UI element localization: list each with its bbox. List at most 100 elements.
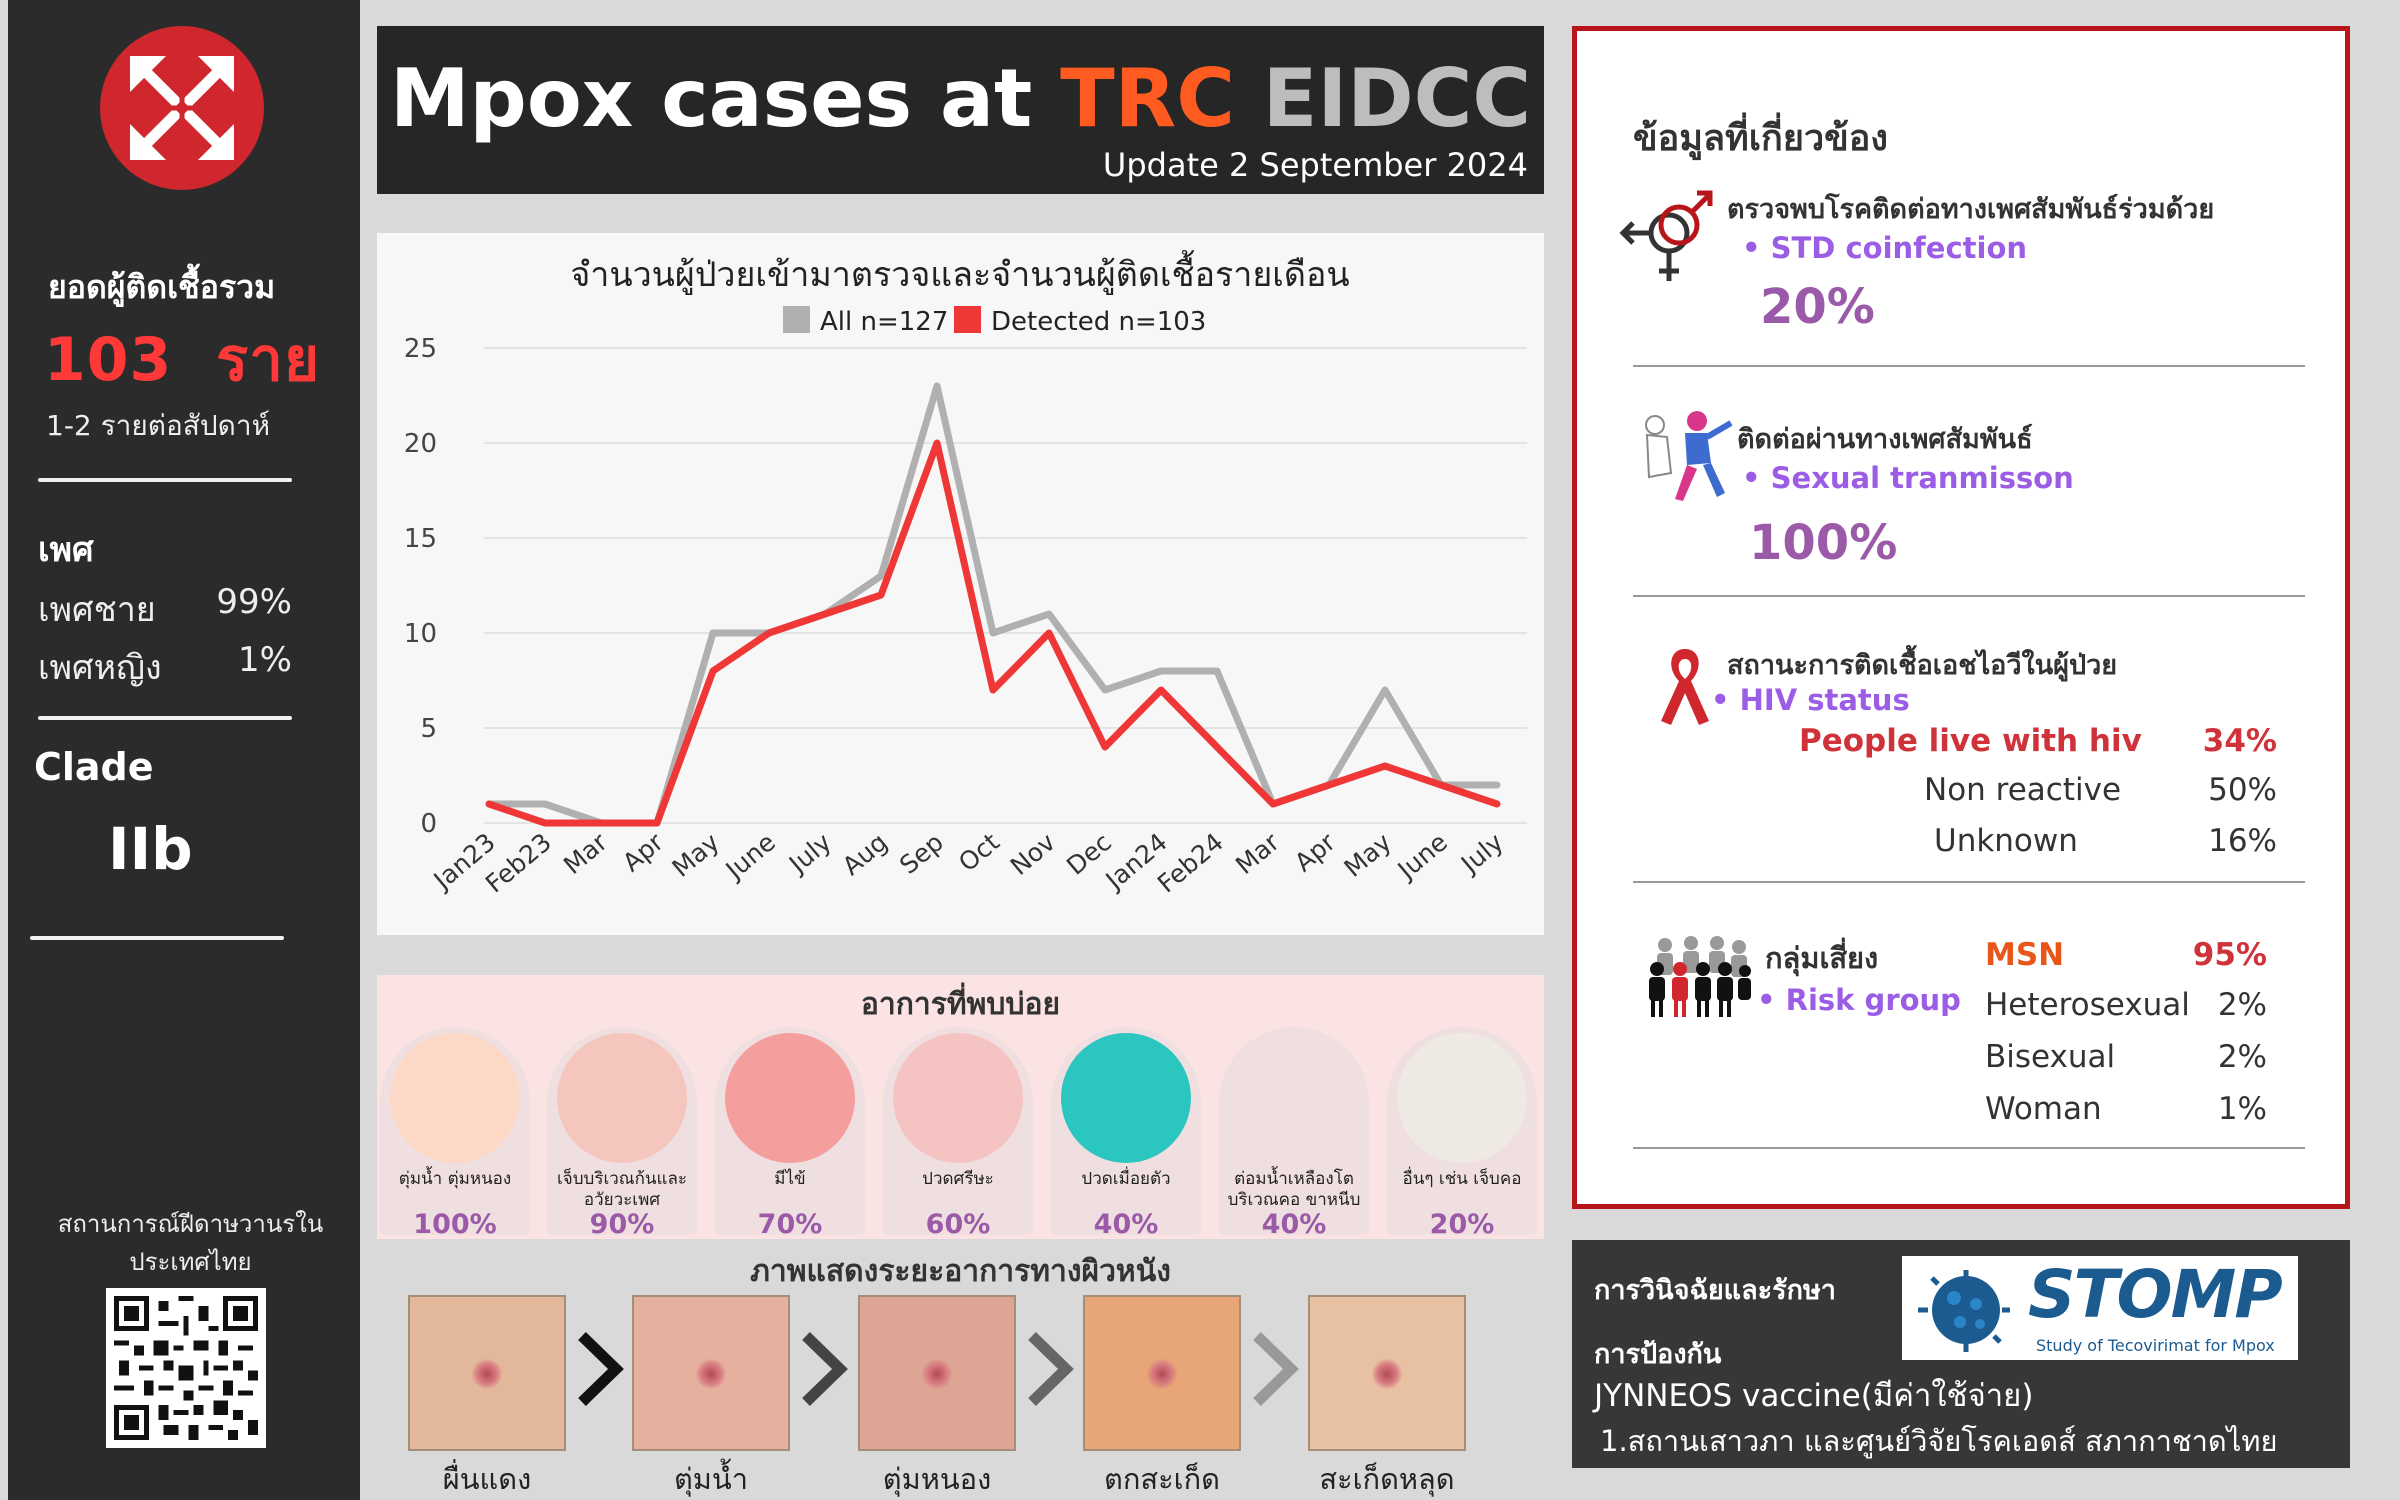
sexual-transmission-en: • Sexual tranmisson bbox=[1742, 461, 2074, 495]
symptom-pct: 100% bbox=[413, 1209, 497, 1240]
symptom-card: เจ็บบริเวณก้นและอวัยวะเพศ 90% bbox=[547, 1027, 697, 1240]
cases-per-week: 1-2 รายต่อสัปดาห์ bbox=[46, 409, 271, 442]
x-tick-label: May bbox=[667, 827, 725, 883]
gender-title: เพศ bbox=[38, 530, 94, 570]
skin-stage-label: สะเก็ดหลุด bbox=[1319, 1462, 1455, 1496]
diagnosis-label: การวินิจฉัยและรักษา bbox=[1594, 1275, 1836, 1306]
symptom-pct: 60% bbox=[925, 1209, 991, 1240]
legend-label: All n=127 bbox=[820, 307, 948, 337]
sidebar: ยอดผู้ติดเชื้อรวม 103 ราย 1-2 รายต่อสัปด… bbox=[8, 0, 360, 1500]
symptom-label: ตุ่มน้ำ ตุ่มหนอง bbox=[398, 1169, 512, 1189]
symptom-card: อื่นๆ เช่น เจ็บคอ 20% bbox=[1387, 1027, 1537, 1240]
std-pct: 20% bbox=[1760, 279, 1875, 335]
line-chart: จำนวนผู้ป่วยเข้ามาตรวจและจำนวนผู้ติดเชื้… bbox=[404, 250, 1527, 898]
couple-icon bbox=[1645, 411, 1733, 501]
symptom-pct: 40% bbox=[1261, 1209, 1327, 1240]
people-group-icon bbox=[1649, 936, 1751, 1017]
hiv-row-label: People live with hiv bbox=[1799, 723, 2142, 759]
y-tick-label: 5 bbox=[420, 714, 437, 744]
red-ribbon-icon bbox=[1661, 649, 1709, 725]
hiv-row-label: Unknown bbox=[1934, 823, 2078, 859]
series-line bbox=[485, 382, 1501, 827]
lesion-spot bbox=[1147, 1359, 1177, 1389]
stomp-logo: STOMP Study of Tecovirimat for Mpox bbox=[1902, 1256, 2298, 1360]
symptom-pct: 20% bbox=[1429, 1209, 1495, 1240]
x-tick-label: July bbox=[782, 827, 837, 880]
symptom-card: ตุ่มน้ำ ตุ่มหนอง 100% bbox=[380, 1027, 530, 1240]
x-tick-label: Aug bbox=[837, 827, 893, 881]
risk-row-value: 95% bbox=[2192, 937, 2267, 973]
qr-code-icon[interactable] bbox=[106, 1288, 266, 1448]
symptom-label: ต่อมน้ำเหลืองโตบริเวณคอ ขาหนีบ bbox=[1227, 1169, 1361, 1210]
risk-row-value: 1% bbox=[2217, 1091, 2267, 1127]
divider bbox=[1633, 595, 2305, 597]
risk-row-label: Woman bbox=[1985, 1091, 2102, 1127]
gender-male-value: 99% bbox=[216, 582, 292, 622]
x-tick-label: June bbox=[1391, 827, 1453, 886]
clade-title: Clade bbox=[34, 745, 154, 789]
skin-stage-photo bbox=[1083, 1295, 1241, 1451]
risk-group-en: • Risk group bbox=[1757, 983, 1961, 1017]
risk-row-value: 2% bbox=[2217, 987, 2267, 1023]
skin-stages-title: ภาพแสดงระยะอาการทางผิวหนัง bbox=[750, 1254, 1171, 1289]
symptom-pct: 70% bbox=[757, 1209, 823, 1240]
x-tick-label: July bbox=[1454, 827, 1509, 880]
std-label-th: ตรวจพบโรคติดต่อทางเพศสัมพันธ์ร่วมด้วย bbox=[1727, 194, 2215, 225]
symptom-illustration-icon bbox=[725, 1033, 855, 1163]
symptom-pct: 90% bbox=[589, 1209, 655, 1240]
symptom-label: ปวดศรีษะ bbox=[922, 1169, 994, 1189]
risk-row-label: Heterosexual bbox=[1985, 987, 2190, 1023]
vaccine-place: 1.สถานเสาวภา และศูนย์วิจัยโรคเอดส์ สภากา… bbox=[1600, 1424, 2278, 1458]
x-tick-label: Sep bbox=[894, 827, 949, 880]
x-tick-label: Feb23 bbox=[480, 827, 557, 898]
hiv-status-en: • HIV status bbox=[1711, 683, 1910, 717]
symptoms-panel: อาการที่พบบ่อย ตุ่มน้ำ ตุ่มหนอง 100% เจ็บบ… bbox=[377, 975, 1544, 1240]
y-tick-label: 25 bbox=[404, 334, 437, 364]
gender-female-value: 1% bbox=[238, 640, 292, 680]
gender-female-label: เพศหญิง bbox=[38, 648, 162, 688]
risk-row-value: 2% bbox=[2217, 1039, 2267, 1075]
y-tick-label: 15 bbox=[404, 524, 437, 554]
hiv-status-th: สถานะการติดเชื้อเอชไอวีในผู้ป่วย bbox=[1727, 650, 2118, 681]
risk-group-th: กลุ่มเสี่ยง bbox=[1765, 941, 1879, 975]
symptom-pct: 40% bbox=[1093, 1209, 1159, 1240]
symptom-illustration-icon bbox=[390, 1033, 520, 1163]
stomp-subtitle: Study of Tecovirimat for Mpox bbox=[2036, 1336, 2275, 1355]
series-line bbox=[485, 439, 1501, 827]
lesion-spot bbox=[922, 1359, 952, 1389]
x-tick-label: Apr bbox=[617, 827, 669, 877]
info-title: ข้อมูลที่เกี่ยวข้อง bbox=[1633, 118, 1888, 159]
legend-swatch bbox=[954, 306, 981, 333]
total-cases-value: 103 ราย bbox=[44, 325, 321, 395]
y-tick-label: 0 bbox=[420, 809, 437, 839]
y-tick-label: 10 bbox=[404, 619, 437, 649]
vaccine-text: JYNNEOS vaccine(มีค่าใช้จ่าย) bbox=[1594, 1378, 2034, 1414]
x-tick-label: June bbox=[719, 827, 781, 886]
x-tick-label: Nov bbox=[1005, 827, 1061, 881]
symptom-card: มีไข้ 70% bbox=[715, 1027, 865, 1240]
lesion-spot bbox=[472, 1359, 502, 1389]
hiv-row-value: 16% bbox=[2208, 823, 2277, 859]
situation-label: สถานการณ์ฝีดาษวานรในประเทศไทย bbox=[57, 1210, 324, 1276]
sexual-transmission-pct: 100% bbox=[1749, 515, 1898, 571]
gender-male-label: เพศชาย bbox=[38, 590, 156, 630]
total-cases-label: ยอดผู้ติดเชื้อรวม bbox=[48, 268, 276, 306]
symptom-illustration-icon bbox=[1229, 1033, 1359, 1163]
divider bbox=[1633, 1147, 2305, 1149]
skin-stage-label: ตุ่มน้ำ bbox=[673, 1462, 749, 1496]
skin-stage-label: ผื่นแดง bbox=[442, 1462, 532, 1496]
clade-value: IIb bbox=[108, 815, 193, 883]
skin-stage-photo bbox=[632, 1295, 790, 1451]
symptom-card: ปวดเมื่อยตัว 40% bbox=[1051, 1027, 1201, 1240]
sexual-transmission-th: ติดต่อผ่านทางเพศสัมพันธ์ bbox=[1737, 424, 2033, 455]
symptom-illustration-icon bbox=[1397, 1033, 1527, 1163]
chevron-right-icon bbox=[802, 1332, 848, 1406]
monthly-cases-chart: จำนวนผู้ป่วยเข้ามาตรวจและจำนวนผู้ติดเชื้… bbox=[377, 233, 1544, 935]
divider bbox=[38, 478, 292, 482]
symptom-illustration-icon bbox=[893, 1033, 1023, 1163]
lesion-spot bbox=[1372, 1359, 1402, 1389]
chart-title: จำนวนผู้ป่วยเข้ามาตรวจและจำนวนผู้ติดเชื้… bbox=[570, 250, 1349, 295]
symptom-card: ต่อมน้ำเหลืองโตบริเวณคอ ขาหนีบ 40% bbox=[1219, 1027, 1369, 1240]
risk-row-label: Bisexual bbox=[1985, 1039, 2116, 1075]
update-date: Update 2 September 2024 bbox=[1102, 146, 1528, 184]
